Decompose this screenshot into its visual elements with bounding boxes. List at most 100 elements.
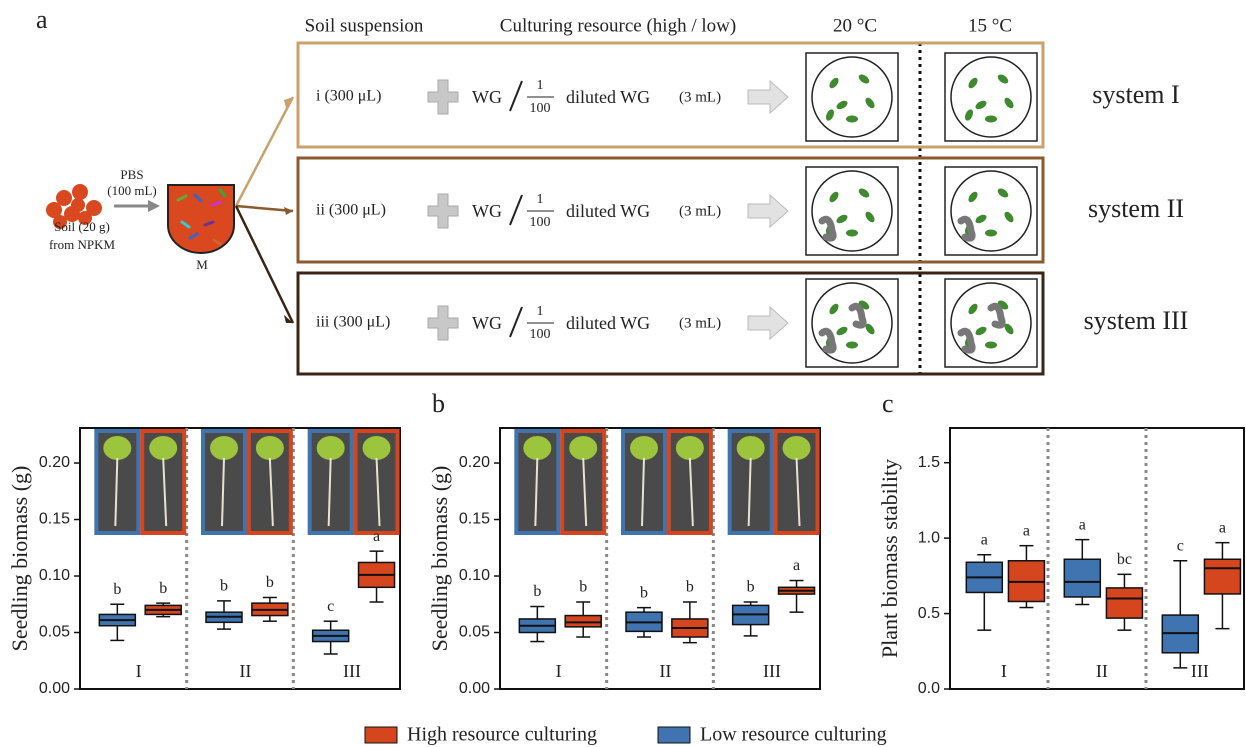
x-tick-label: III	[1191, 661, 1209, 681]
microbe-growth	[987, 302, 1006, 329]
medium: WG	[472, 313, 502, 333]
system-label: system III	[1084, 306, 1189, 335]
y-tick-label: 0.20	[459, 454, 490, 471]
medium: WG	[472, 87, 502, 107]
volume: (3 mL)	[679, 89, 721, 105]
photo-root	[795, 457, 801, 527]
leaf	[836, 100, 848, 110]
plus	[427, 305, 459, 341]
y-tick-label: 0.15	[39, 511, 70, 528]
leaf	[968, 303, 978, 315]
leaf	[846, 341, 858, 349]
significance-letter: bc	[1117, 551, 1132, 568]
plus	[427, 193, 459, 229]
sample: ii (300 μL)	[316, 202, 386, 219]
legend-label: High resource culturing	[407, 724, 597, 746]
volume: (3 mL)	[679, 203, 721, 219]
plot-frame	[79, 427, 401, 690]
significance-letter: a	[1023, 522, 1030, 539]
photo-root	[747, 457, 752, 527]
leaf	[858, 188, 870, 198]
significance-letter: c	[327, 598, 334, 615]
photo-root	[327, 457, 332, 527]
legend-swatch	[657, 726, 691, 744]
y-tick-label: 1.5	[918, 454, 940, 471]
leaf	[985, 341, 997, 349]
y-axis-label: Plant biomass stability	[877, 459, 902, 658]
slash	[509, 306, 523, 338]
leaf	[858, 74, 870, 84]
photo-root	[221, 457, 225, 527]
mixture-label: M	[196, 257, 208, 272]
legend-label: Low resource culturing	[700, 724, 887, 746]
chevron	[747, 193, 789, 229]
system-label: system I	[1092, 80, 1179, 109]
system-box	[296, 41, 1045, 149]
legend-swatch	[364, 726, 398, 744]
y-axis-label: Seedling biomass (g)	[7, 466, 32, 652]
x-tick-label: III	[763, 661, 781, 681]
sample: iii (300 μL)	[316, 314, 390, 331]
photo-plant	[736, 436, 765, 460]
photo-root	[162, 457, 168, 527]
significance-letter: c	[1177, 537, 1184, 554]
y-tick-label: 0.05	[459, 624, 490, 641]
sample: i (300 μL)	[316, 88, 381, 105]
arrow	[234, 96, 295, 207]
box	[564, 614, 602, 628]
leaf	[846, 115, 858, 123]
y-tick-label: 0.10	[39, 567, 70, 584]
photo-plant	[362, 436, 391, 460]
plot-frame	[499, 427, 821, 690]
panel-label: a	[36, 5, 48, 34]
leaf	[1004, 211, 1014, 223]
panel-label: b	[432, 389, 445, 418]
diluted: diluted WG	[566, 201, 650, 221]
leaf	[997, 188, 1009, 198]
leaf	[829, 303, 839, 315]
microbe-growth	[818, 327, 837, 354]
dish	[950, 56, 1032, 138]
diluted: diluted WG	[566, 313, 650, 333]
microbes	[176, 188, 227, 246]
photo-root	[114, 457, 119, 527]
photo-plant	[782, 436, 811, 460]
photo-root	[268, 457, 274, 527]
photo-plant	[316, 436, 345, 460]
significance-letter: a	[793, 557, 800, 574]
x-tick-label: II	[1096, 661, 1108, 681]
significance-letter: a	[981, 531, 988, 548]
leaf	[865, 211, 875, 223]
x-tick-label: I	[556, 661, 562, 681]
photo-plant	[103, 436, 132, 460]
system-label: system II	[1088, 194, 1184, 223]
microbe-growth	[848, 302, 867, 329]
y-tick-label: 0.0	[918, 680, 940, 697]
soil	[46, 184, 102, 229]
photo-plant	[569, 436, 598, 460]
significance-letter: b	[686, 579, 694, 596]
system-box	[296, 156, 1045, 264]
leaf	[825, 109, 835, 121]
microbe-growth	[957, 215, 976, 242]
leaf	[985, 229, 997, 237]
photo-root	[534, 457, 539, 527]
significance-letter: b	[533, 583, 541, 600]
leaf	[997, 74, 1009, 84]
y-axis-label: Seedling biomass (g)	[427, 466, 452, 652]
significance-letter: b	[747, 579, 755, 596]
arrow-head	[284, 207, 293, 215]
y-tick-label: 0.00	[39, 680, 70, 697]
y-tick-label: 0.15	[459, 511, 490, 528]
leaf	[865, 323, 875, 335]
slash	[509, 194, 523, 226]
leaf	[1004, 323, 1014, 335]
leaf	[836, 326, 848, 336]
header: Soil suspension	[305, 15, 424, 36]
photo-plant	[675, 436, 704, 460]
denominator: 100	[530, 101, 551, 116]
significance-letter: b	[640, 584, 648, 601]
significance-letter: a	[1079, 516, 1086, 533]
